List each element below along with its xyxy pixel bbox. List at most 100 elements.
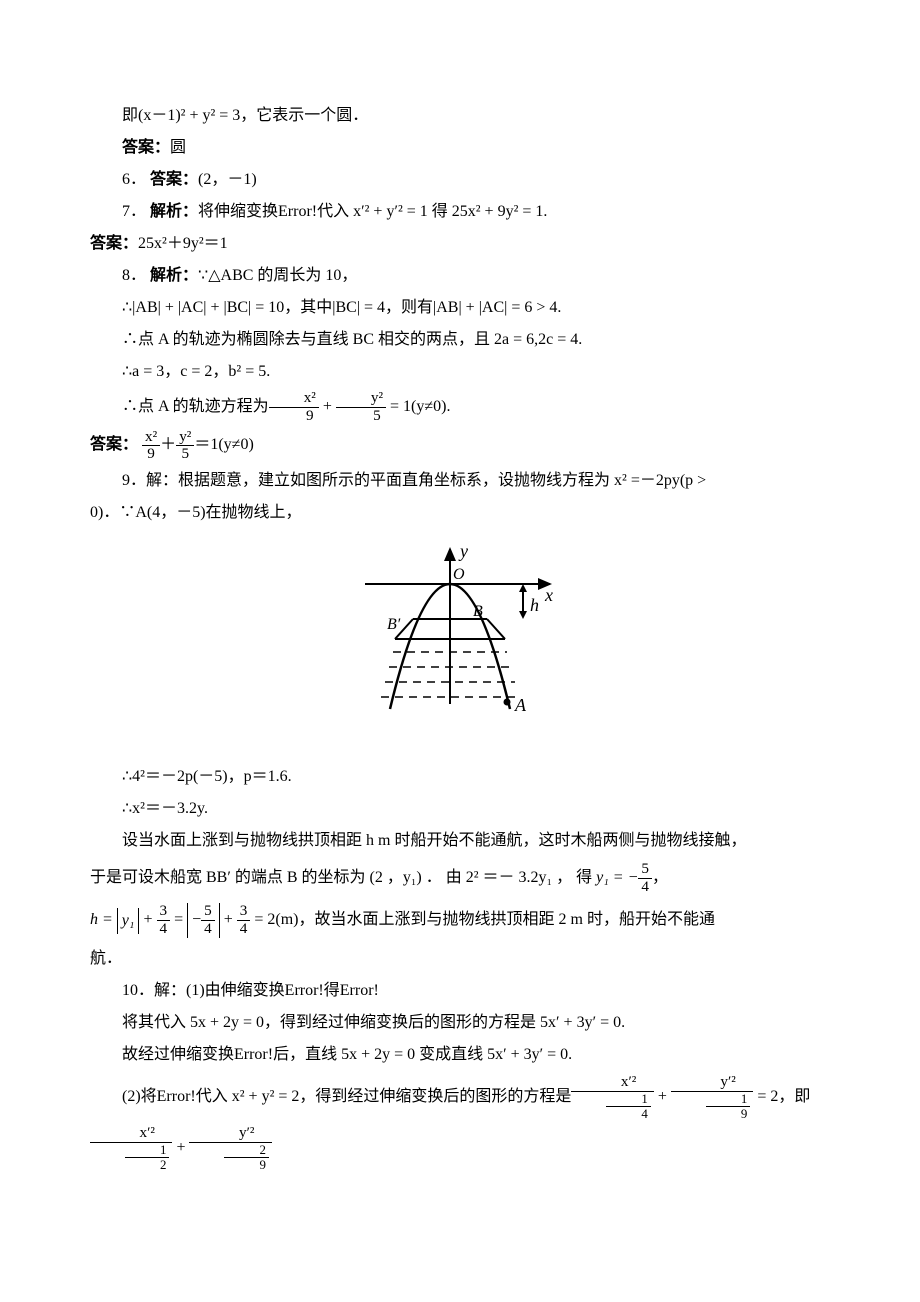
h-label: h (530, 595, 539, 615)
q10-line2: 将其代入 5x + 2y = 0，得到经过伸缩变换后的图形的方程是 5x′ + … (90, 1007, 830, 1039)
q9-line6: 航． (90, 943, 830, 975)
denominator: 4 (201, 921, 215, 938)
q-label: 10．解： (122, 982, 186, 999)
q10-line3: 故经过伸缩变换Error!后，直线 5x + 2y = 0 变成直线 5x′ +… (90, 1039, 830, 1071)
origin-label: O (453, 566, 465, 583)
answer-text: 圆 (170, 139, 186, 156)
line-eq-circle: 即(x－1)² + y² = 3，它表示一个圆． (90, 100, 830, 132)
text: ∴点 A 的轨迹方程为 (122, 398, 269, 415)
text: = 2，即 (753, 1088, 810, 1105)
numerator: 1 (125, 1143, 169, 1158)
numerator: 5 (201, 903, 215, 921)
text: ∴x²＝－3.2y. (122, 800, 208, 817)
fraction: y′²29 (189, 1125, 271, 1172)
text: 航． (90, 950, 122, 967)
text: y₁ (122, 912, 135, 929)
text: 设当水面上涨到与抛物线拱顶相距 h m 时船开始不能通航，这时木船两侧与抛物线接… (122, 832, 746, 849)
text: 于是可设木船宽 BB′ 的端点 B 的坐标为 (2 ，y₁) ． 由 2² ＝－… (90, 869, 596, 886)
numerator: x′² (90, 1125, 172, 1143)
numerator: 3 (237, 903, 251, 921)
numerator: x² (269, 390, 319, 408)
text: ∴4²＝－2p(－5)，p＝1.6. (122, 768, 292, 785)
numerator: 3 (157, 903, 171, 921)
text: 根据题意，建立如图所示的平面直角坐标系，设抛物线方程为 x² =－2py(p > (178, 472, 706, 489)
numerator: 5 (638, 861, 652, 879)
numerator: x² (142, 429, 160, 447)
fraction: x′²12 (90, 1125, 172, 1172)
text: ，故当水面上涨到与抛物线拱顶相距 2 m 时，船开始不能通 (299, 911, 715, 928)
q8-line1: 8． 解析：∵△ABC 的周长为 10， (90, 260, 830, 292)
nested-fraction: 29 (224, 1143, 268, 1172)
fraction: y′²19 (671, 1074, 753, 1121)
denominator: 19 (671, 1092, 753, 1121)
fraction: y²5 (176, 429, 194, 463)
fraction: 54 (638, 861, 652, 895)
answer-text: (2，－1) (198, 171, 257, 188)
fraction: x²9 (269, 390, 319, 424)
parabola-diagram: y O x B′ B h A (90, 539, 830, 751)
text: ∴点 A 的轨迹为椭圆除去与直线 BC 相交的两点，且 2a = 6,2c = … (122, 331, 582, 348)
text: ∵△ABC 的周长为 10， (198, 267, 357, 284)
text: ＝1(y≠0) (194, 436, 253, 453)
fraction: y²5 (336, 390, 386, 424)
answer-5: 答案：圆 (90, 132, 830, 164)
fraction: x²9 (142, 429, 160, 463)
q8-line5: ∴点 A 的轨迹方程为x²9 + y²5 = 1(y≠0). (90, 388, 830, 426)
q7-analysis: 7． 解析：将伸缩变换Error!代入 x′² + y′² = 1 得 25x²… (90, 196, 830, 228)
x-axis-label: x (544, 585, 553, 605)
q-num: 8． (122, 267, 146, 284)
q-num: 7． (122, 203, 146, 220)
text: ∴|AB| + |AC| + |BC| = 10，其中|BC| = 4，则有|A… (122, 299, 561, 316)
q9-line1b: 0)．∵A(4，－5)在抛物线上， (90, 497, 830, 529)
a-point-label: A (514, 695, 527, 715)
q9-line5: h = y₁ + 34 = −54 + 34 = 2(m)，故当水面上涨到与抛物… (90, 898, 830, 943)
fraction: 34 (237, 903, 251, 937)
numerator: y′² (189, 1125, 271, 1143)
text: 将伸缩变换Error!代入 x′² + y′² = 1 得 25x² + 9y²… (198, 203, 547, 220)
text: y₁ = − (596, 869, 638, 886)
q9-line1a: 9．解：根据题意，建立如图所示的平面直角坐标系，设抛物线方程为 x² =－2py… (90, 465, 830, 497)
b-prime-label: B′ (387, 616, 401, 633)
q6: 6． 答案：(2，－1) (90, 164, 830, 196)
q9-line4a: 设当水面上涨到与抛物线拱顶相距 h m 时船开始不能通航，这时木船两侧与抛物线接… (90, 825, 830, 857)
denominator: 4 (638, 879, 652, 896)
numerator: 1 (706, 1092, 750, 1107)
text: (2)将Error!代入 x² + y² = 2，得到经过伸缩变换后的图形的方程… (122, 1088, 571, 1105)
denominator: 5 (336, 408, 386, 425)
jiexi-label: 解析： (150, 203, 198, 220)
q10-line1: 10．解：(1)由伸缩变换Error!得Error! (90, 975, 830, 1007)
denominator: 9 (269, 408, 319, 425)
nested-fraction: 12 (125, 1143, 169, 1172)
text: (1)由伸缩变换Error!得Error! (186, 982, 379, 999)
denominator: 29 (189, 1143, 271, 1172)
q7-answer: 答案：25x²＋9y²＝1 (90, 228, 830, 260)
neg: − (192, 911, 201, 928)
denominator: 14 (571, 1092, 653, 1121)
denominator: 9 (224, 1158, 268, 1172)
numerator: y² (336, 390, 386, 408)
text: 0)．∵A(4，－5)在抛物线上， (90, 504, 302, 521)
q8-line4: ∴a = 3，c = 2，b² = 5. (90, 356, 830, 388)
denominator: 4 (157, 921, 171, 938)
answer-label: 答案： (122, 139, 170, 156)
q9-line2: ∴4²＝－2p(－5)，p＝1.6. (90, 761, 830, 793)
q-num: 6． (122, 171, 146, 188)
abs-value: y₁ (117, 908, 140, 934)
abs-value: −54 (187, 903, 220, 937)
denominator: 2 (125, 1158, 169, 1172)
text: 即(x－1)² + y² = 3，它表示一个圆． (122, 107, 368, 124)
denominator: 9 (706, 1107, 750, 1121)
denominator: 4 (606, 1107, 650, 1121)
q9-line3: ∴x²＝－3.2y. (90, 793, 830, 825)
nested-fraction: 19 (706, 1092, 750, 1121)
answer-text: 25x²＋9y²＝1 (138, 235, 228, 252)
answer-label: 答案： (90, 235, 138, 252)
eq: = (170, 911, 187, 928)
q-label: 9．解： (122, 472, 178, 489)
comma: ， (652, 869, 668, 886)
nested-fraction: 14 (606, 1092, 650, 1121)
q10-line4: (2)将Error!代入 x² + y² = 2，得到经过伸缩变换后的图形的方程… (90, 1071, 830, 1173)
text: = 2(m) (250, 911, 298, 928)
numerator: y² (176, 429, 194, 447)
q8-line2: ∴|AB| + |AC| + |BC| = 10，其中|BC| = 4，则有|A… (90, 292, 830, 324)
